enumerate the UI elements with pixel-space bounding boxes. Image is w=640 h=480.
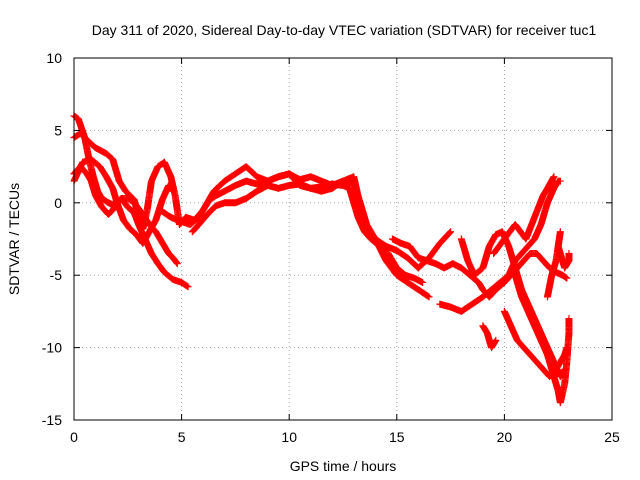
data-point-markers bbox=[511, 271, 573, 407]
plot-frame bbox=[73, 57, 613, 421]
x-tick-label: 10 bbox=[281, 429, 297, 445]
x-tick-label: 5 bbox=[178, 429, 186, 445]
x-tick-label: 0 bbox=[70, 429, 78, 445]
data-series bbox=[70, 112, 573, 407]
series-track12 bbox=[511, 271, 573, 407]
y-tick-label: -10 bbox=[42, 340, 62, 356]
x-tick-label: 20 bbox=[497, 429, 513, 445]
y-tick-labels: 10 5 0 -5 -10 -15 bbox=[42, 50, 62, 428]
data-point-markers bbox=[188, 180, 427, 286]
series-track13 bbox=[543, 228, 573, 301]
data-point-markers bbox=[479, 322, 500, 352]
y-tick-label: 10 bbox=[46, 50, 62, 66]
data-point-markers bbox=[490, 173, 558, 257]
y-tick-label: 0 bbox=[54, 195, 62, 211]
x-tick-label: 25 bbox=[604, 429, 620, 445]
chart-title: Day 311 of 2020, Sidereal Day-to-day VTE… bbox=[92, 22, 597, 38]
series-track10 bbox=[479, 322, 500, 352]
series-track14 bbox=[490, 173, 558, 257]
series-track6 bbox=[188, 180, 427, 286]
x-tick-labels: 0 5 10 15 20 25 bbox=[70, 429, 620, 445]
y-tick-label: 5 bbox=[54, 122, 62, 138]
x-axis-label: GPS time / hours bbox=[290, 458, 397, 474]
data-point-markers bbox=[436, 177, 564, 315]
y-axis-label: SDTVAR / TECUs bbox=[6, 183, 22, 295]
x-tick-label: 15 bbox=[389, 429, 405, 445]
series-track8 bbox=[436, 177, 564, 315]
y-tick-label: -5 bbox=[50, 267, 63, 283]
axis-ticks bbox=[73, 57, 613, 421]
y-tick-label: -15 bbox=[42, 412, 62, 428]
data-point-markers bbox=[543, 228, 573, 301]
